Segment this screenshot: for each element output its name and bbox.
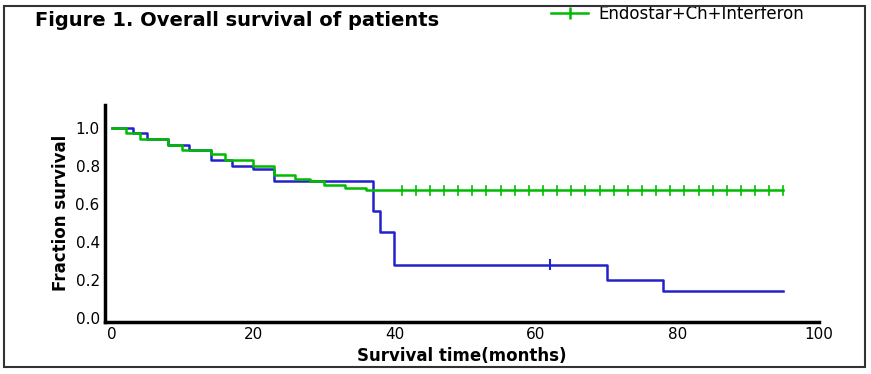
Y-axis label: Fraction survival: Fraction survival [52,135,70,291]
Text: Figure 1. Overall survival of patients: Figure 1. Overall survival of patients [35,11,439,30]
X-axis label: Survival time(months): Survival time(months) [357,347,566,365]
Legend: Ch+Interferon, Endostar+Ch+Interferon: Ch+Interferon, Endostar+Ch+Interferon [544,0,810,30]
